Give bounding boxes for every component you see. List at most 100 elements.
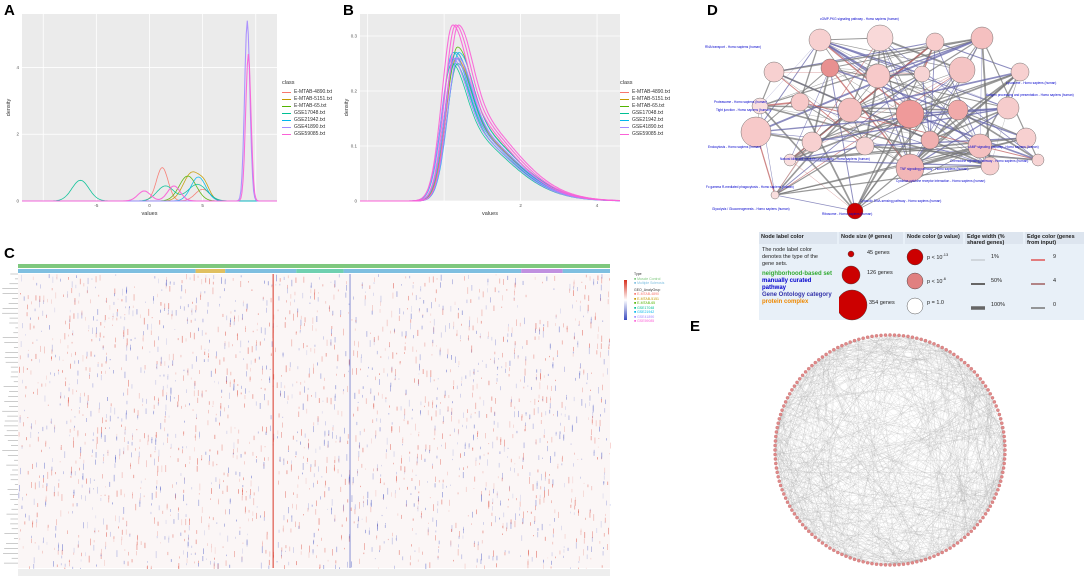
- heatmap-cell: [327, 440, 329, 448]
- heatmap-cell: [131, 441, 133, 446]
- heatmap-cell: [237, 384, 239, 386]
- heatmap-cell: [261, 379, 262, 381]
- heatmap-cell: [375, 430, 377, 437]
- heatmap-cell: [83, 463, 84, 470]
- heatmap-cell: [283, 276, 285, 280]
- heatmap-cell: [563, 546, 565, 548]
- heatmap-cell: [268, 565, 270, 569]
- heatmap-cell: [370, 506, 372, 513]
- heatmap-cell: [88, 325, 90, 330]
- heatmap-cell: [249, 376, 251, 381]
- heatmap-cell: [577, 340, 579, 348]
- heatmap-cell: [601, 399, 602, 403]
- heatmap-cell: [548, 489, 549, 496]
- heatmap-cell: [580, 476, 581, 479]
- heatmap-cell: [428, 276, 430, 283]
- heatmap-cell: [243, 300, 244, 303]
- heatmap-cell: [285, 545, 287, 549]
- network-edge: [929, 107, 1009, 141]
- heatmap-cell: [62, 370, 63, 373]
- heatmap-cell: [170, 514, 171, 516]
- heatmap-cell: [37, 382, 39, 384]
- heatmap-cell: [99, 274, 101, 281]
- heatmap-cell: [164, 427, 165, 432]
- heatmap-cell: [535, 442, 537, 444]
- heatmap-cell: [458, 429, 459, 434]
- heatmap-cell: [51, 299, 52, 304]
- heatmap-cell: [228, 341, 230, 348]
- heatmap-cell: [189, 456, 191, 460]
- heatmap-cell: [74, 416, 76, 418]
- heatmap-cell: [525, 413, 527, 416]
- heatmap-cell: [402, 439, 404, 444]
- heatmap-cell: [390, 330, 391, 334]
- heatmap-cell: [551, 560, 552, 565]
- density-line: [22, 54, 277, 202]
- circular-edge: [841, 386, 986, 555]
- heatmap-cell: [373, 338, 375, 346]
- legend-color-p1: p = 1.0: [927, 300, 944, 306]
- heatmap-cell: [32, 463, 33, 469]
- heatmap-cell: [169, 286, 171, 292]
- heatmap-cell: [599, 426, 600, 432]
- heatmap-cell: [138, 451, 140, 458]
- heatmap-cell: [577, 342, 579, 345]
- heatmap-cell: [205, 332, 207, 335]
- circular-edge: [867, 337, 943, 348]
- heatmap-cell: [373, 395, 375, 401]
- heatmap-cell: [219, 303, 220, 306]
- heatmap-cell: [551, 436, 553, 443]
- heatmap-cell: [472, 325, 474, 331]
- circular-edge: [818, 340, 926, 541]
- heatmap-cell: [462, 424, 463, 428]
- heatmap-cell: [301, 544, 302, 550]
- circular-edge: [903, 335, 986, 387]
- heatmap-cell: [50, 372, 51, 375]
- heatmap-cell: [158, 505, 160, 511]
- circular-edge: [780, 485, 813, 535]
- heatmap-cell: [471, 345, 473, 353]
- heatmap-cell: [553, 288, 555, 290]
- heatmap-cell: [383, 368, 385, 373]
- heatmap-cell: [375, 490, 377, 497]
- circular-edge: [780, 414, 786, 499]
- heatmap-cell: [289, 367, 291, 371]
- heatmap-cell: [608, 344, 610, 346]
- circular-edge: [894, 449, 1006, 565]
- heatmap-cell: [189, 461, 190, 464]
- heatmap-cell: [115, 515, 116, 522]
- heatmap-cell: [585, 517, 586, 520]
- x-tick-label: 5: [201, 203, 204, 208]
- heatmap-cell: [483, 453, 485, 456]
- heatmap-cell: [129, 533, 131, 537]
- heatmap-cell: [206, 558, 207, 560]
- heatmap-cell: [484, 565, 485, 570]
- heatmap-cell: [412, 408, 413, 411]
- heatmap-cell: [21, 505, 23, 509]
- heatmap-cell: [359, 442, 360, 449]
- heatmap-cell: [500, 500, 501, 503]
- heatmap-cell: [219, 296, 221, 299]
- circular-edge: [782, 356, 823, 411]
- heatmap-cell: [23, 296, 25, 301]
- heatmap-cell: [335, 561, 337, 565]
- heatmap-cell: [19, 485, 20, 492]
- heatmap-cell: [457, 492, 459, 495]
- circular-edge: [775, 458, 819, 541]
- circular-edge: [850, 481, 1001, 559]
- heatmap-cell: [482, 360, 483, 362]
- heatmap-cell: [91, 278, 93, 280]
- heatmap-cell: [298, 475, 299, 480]
- heatmap-cell: [527, 561, 529, 569]
- heatmap-cell: [113, 370, 114, 374]
- heatmap-cell: [28, 515, 30, 521]
- heatmap-cell: [365, 398, 367, 404]
- heatmap-cell: [431, 302, 432, 309]
- heatmap-cell: [410, 323, 411, 330]
- circular-node: [778, 412, 783, 417]
- heatmap-cell: [467, 338, 469, 340]
- heatmap-cell: [405, 331, 407, 337]
- heatmap-cell: [92, 507, 93, 510]
- heatmap-cell: [102, 474, 103, 479]
- heatmap-cell: [317, 416, 319, 422]
